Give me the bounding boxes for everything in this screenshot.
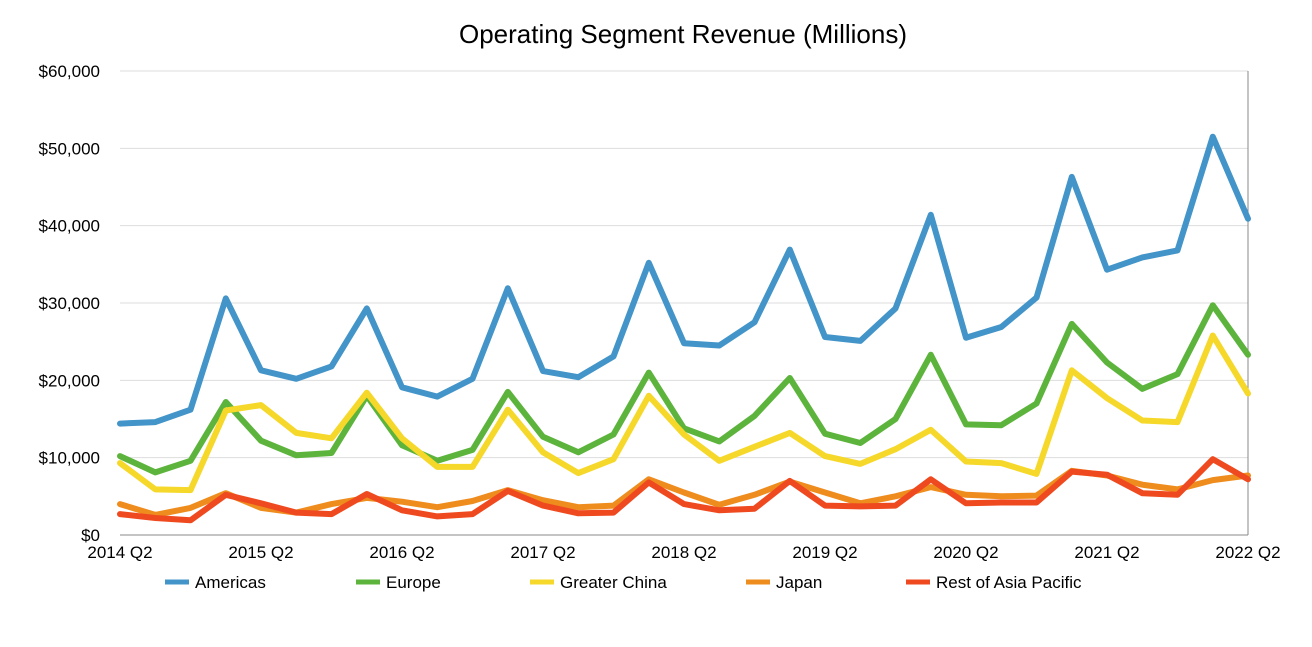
legend-label: Europe [386,573,441,592]
y-tick-label: $60,000 [39,62,100,81]
series-line-europe [117,302,1251,476]
x-tick-label: 2017 Q2 [510,543,575,562]
y-tick-label: $30,000 [39,294,100,313]
x-tick-label: 2016 Q2 [369,543,434,562]
series-line-rest-of-asia-pacific [117,456,1251,524]
x-tick-label: 2014 Q2 [87,543,152,562]
gridlines [120,70,1249,536]
x-tick-label: 2019 Q2 [792,543,857,562]
legend-label: Japan [776,573,822,592]
x-tick-label: 2015 Q2 [228,543,293,562]
x-tick-label: 2021 Q2 [1074,543,1139,562]
legend-label: Rest of Asia Pacific [936,573,1082,592]
legend: Americas Europe Greater China Japan Rest of … [165,573,1082,592]
x-tick-label: 2022 Q2 [1215,543,1280,562]
series-line-greater-china [117,332,1251,494]
x-axis-ticks: 2014 Q2 2015 Q2 2016 Q2 2017 Q2 2018 Q2 2019 … [87,543,1280,562]
y-axis-ticks: $0 $10,000 $20,000 $30,000 $40,000 $50,000 $60… [39,62,100,545]
x-tick-label: 2018 Q2 [651,543,716,562]
x-tick-label: 2020 Q2 [933,543,998,562]
y-tick-label: $50,000 [39,139,100,158]
series-line-americas [117,133,1251,427]
y-tick-label: $0 [81,526,100,545]
y-tick-label: $10,000 [39,449,100,468]
y-tick-label: $40,000 [39,217,100,236]
legend-label: Greater China [560,573,667,592]
series-lines [117,133,1251,524]
chart-title: Operating Segment Revenue (Millions) [459,19,907,49]
y-tick-label: $20,000 [39,371,100,390]
legend-label: Americas [195,573,266,592]
